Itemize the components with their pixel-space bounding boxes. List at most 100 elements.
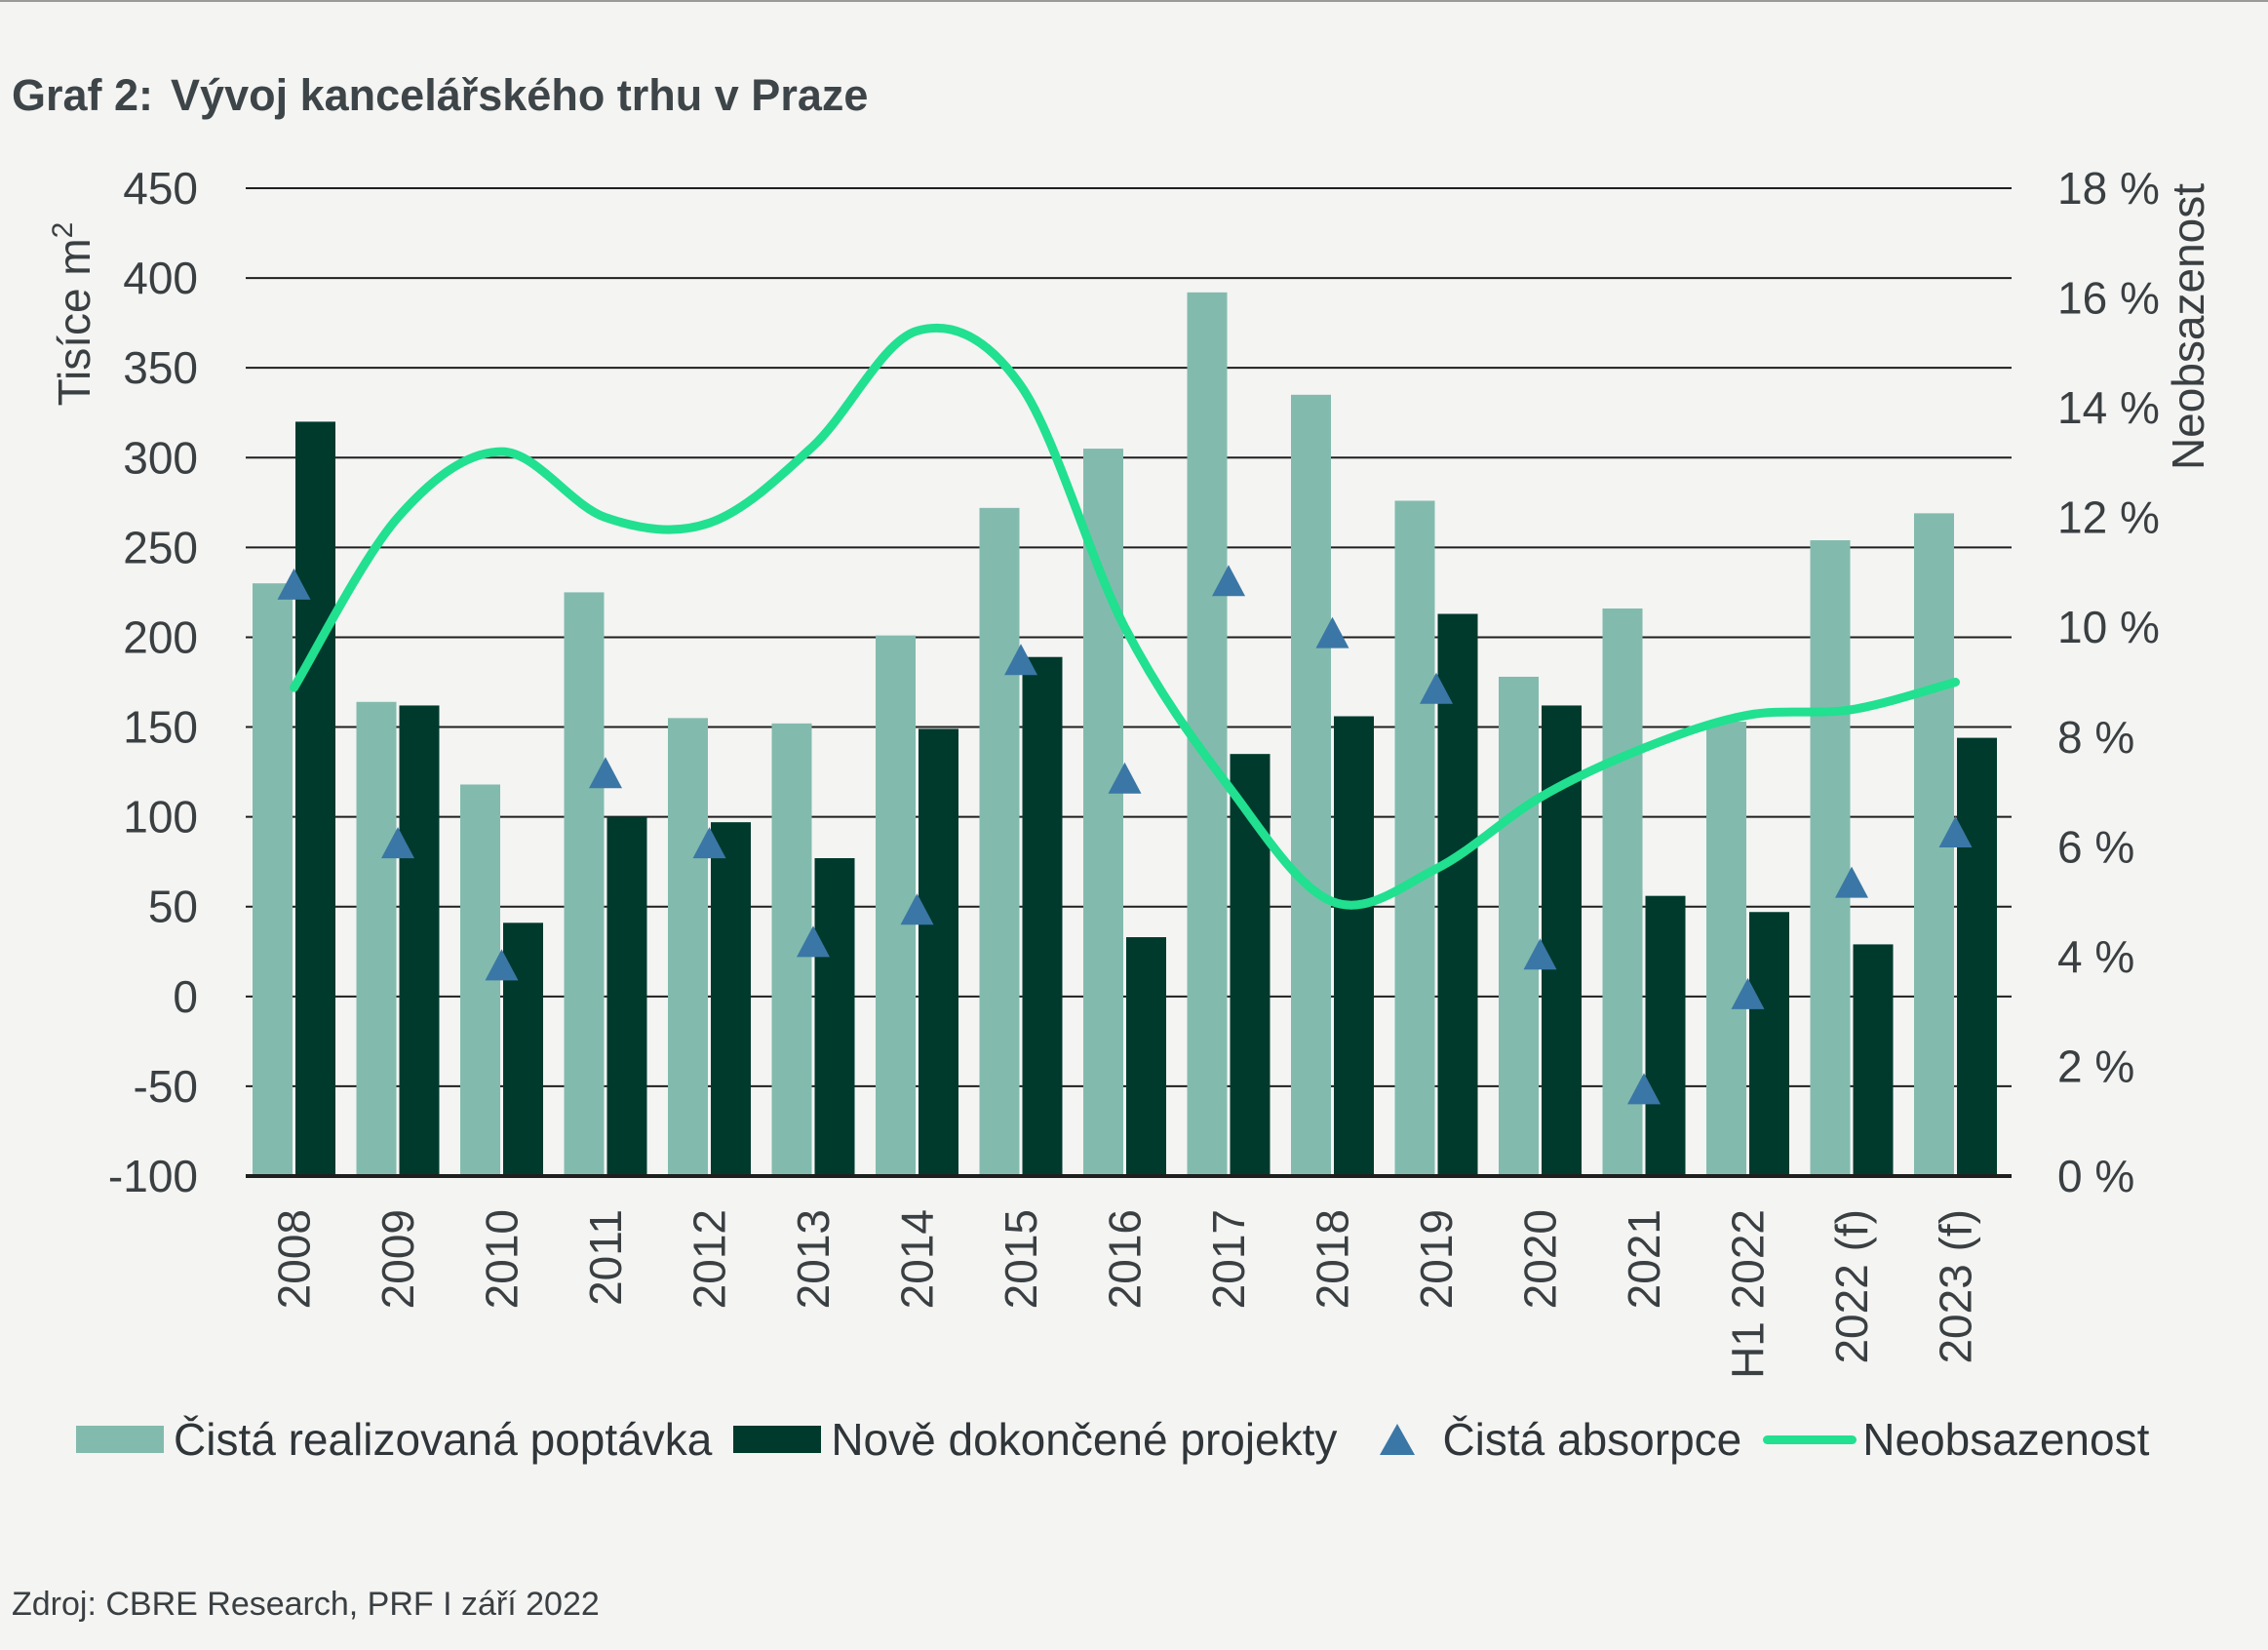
absorption-marker — [485, 949, 519, 981]
y-tick-label-right: 16 % — [2057, 273, 2160, 324]
y-tick-label-left: 250 — [123, 522, 198, 572]
bar-demand — [1499, 676, 1539, 1176]
absorption-marker — [692, 827, 726, 859]
absorption-marker — [1108, 762, 1142, 794]
absorption-marker — [1004, 644, 1037, 676]
x-tick-label: 2011 — [580, 1209, 631, 1306]
x-tick-label: 2014 — [892, 1209, 943, 1309]
bar-completions — [1645, 895, 1686, 1176]
y-axis-title-left: Tisíce m2 — [47, 222, 99, 407]
y-tick-label-left: 200 — [123, 611, 198, 662]
y-tick-label-left: -100 — [108, 1151, 198, 1201]
bar-demand — [253, 583, 293, 1176]
triangle-marker-icon — [1380, 1424, 1416, 1455]
x-tick-label: 2019 — [1411, 1209, 1462, 1309]
x-tick-label: 2018 — [1308, 1209, 1358, 1309]
absorption-marker — [797, 925, 830, 958]
y-tick-label-right: 12 % — [2057, 492, 2160, 543]
legend-item-absorption: Čistá absorpce — [1358, 1413, 1741, 1466]
absorption-marker — [1835, 866, 1868, 898]
x-tick-label: H1 2022 — [1723, 1209, 1774, 1379]
bar-demand — [1810, 539, 1851, 1176]
y-tick-label-left: 300 — [123, 432, 198, 483]
x-tick-label: 2017 — [1203, 1209, 1254, 1309]
absorption-marker — [900, 893, 934, 925]
bar-completions — [399, 705, 440, 1176]
y-tick-label-right: 4 % — [2057, 931, 2134, 982]
x-tick-label: 2008 — [269, 1209, 320, 1309]
bar-completions — [606, 816, 647, 1176]
x-tick-label: 2021 — [1619, 1209, 1669, 1309]
y-tick-label-left: 0 — [173, 971, 198, 1022]
absorption-marker — [589, 757, 622, 789]
axes-group: 450 400 350 300 250 200 150 100 50 0 -50 -100 18 % 16… — [47, 163, 2213, 1379]
y-axis-title-left-superscript: 2 — [47, 222, 79, 239]
bar-demand — [668, 718, 708, 1176]
absorption-marker — [277, 568, 311, 600]
bar-completions — [503, 923, 543, 1176]
vacancy-line — [290, 323, 1960, 910]
absorption-markers-group — [277, 565, 1973, 1105]
title-label: Graf 2: — [12, 70, 154, 120]
y-tick-label-left: 100 — [123, 792, 198, 843]
vacancy-line-group — [290, 323, 1960, 910]
x-tick-label: 2010 — [477, 1209, 528, 1309]
x-tick-label: 2023 (f) — [1931, 1209, 1981, 1364]
bar-demand — [876, 635, 916, 1176]
bar-demand — [1291, 394, 1331, 1176]
y-tick-label-left: -50 — [134, 1061, 198, 1112]
legend-label-demand: Čistá realizovaná poptávka — [174, 1414, 713, 1465]
y-axis-title-right: Neobsazenost — [2163, 183, 2213, 470]
y-tick-label-left: 50 — [148, 882, 198, 932]
bar-completions — [1853, 944, 1894, 1176]
absorption-marker — [1523, 938, 1557, 970]
x-tick-label: 2009 — [372, 1209, 423, 1309]
bar-completions — [1334, 716, 1374, 1176]
y-tick-label-right: 0 % — [2057, 1151, 2134, 1201]
demand-swatch — [76, 1426, 164, 1453]
source-note: Zdroj: CBRE Research, PRF I září 2022 — [12, 1586, 600, 1623]
chart-title: Graf 2: Vývoj kancelářského trhu v Praze — [12, 70, 868, 121]
bar-demand — [564, 592, 605, 1176]
bar-demand — [979, 507, 1020, 1176]
bar-completions — [1957, 737, 1997, 1176]
bar-completions — [1022, 656, 1063, 1176]
legend-item-completions: Nově dokončené projekty — [733, 1413, 1337, 1466]
bars-group — [253, 292, 1997, 1177]
y-tick-label-left: 150 — [123, 702, 198, 753]
absorption-marker — [1315, 616, 1349, 648]
bar-demand — [1602, 608, 1643, 1176]
bar-completions — [919, 728, 958, 1176]
vacancy-swatch — [1763, 1434, 1857, 1444]
bar-completions — [1126, 937, 1166, 1176]
legend-item-vacancy: Neobsazenost — [1763, 1413, 2149, 1466]
bar-completions — [1230, 754, 1271, 1176]
absorption-marker — [1420, 672, 1453, 704]
absorption-marker — [1627, 1073, 1661, 1105]
bar-completions — [1437, 613, 1478, 1176]
bar-completions — [1749, 912, 1789, 1176]
y-tick-label-right: 14 % — [2057, 382, 2160, 433]
x-tick-label: 2022 (f) — [1826, 1209, 1877, 1364]
x-tick-label: 2016 — [1100, 1209, 1151, 1309]
legend-label-vacancy: Neobsazenost — [1862, 1414, 2150, 1465]
legend-label-completions: Nově dokončené projekty — [831, 1414, 1338, 1465]
x-tick-label: 2013 — [788, 1209, 839, 1309]
y-tick-label-right: 8 % — [2057, 712, 2134, 763]
bar-demand — [1083, 449, 1123, 1177]
bar-demand — [1706, 722, 1746, 1176]
x-tick-label: 2012 — [684, 1209, 735, 1309]
legend-item-demand: Čistá realizovaná poptávka — [76, 1413, 712, 1466]
y-tick-label-right: 18 % — [2057, 163, 2160, 214]
bar-completions — [814, 857, 855, 1176]
legend-label-absorption: Čistá absorpce — [1442, 1414, 1742, 1465]
title-text: Vývoj kancelářského trhu v Praze — [171, 70, 869, 120]
y-tick-label-left: 400 — [123, 253, 198, 303]
absorption-marker — [1938, 816, 1973, 848]
y-tick-label-right: 10 % — [2057, 602, 2160, 652]
bar-demand — [356, 701, 397, 1176]
absorption-marker — [381, 827, 414, 859]
x-tick-label: 2020 — [1515, 1209, 1566, 1309]
completions-swatch — [733, 1426, 822, 1453]
